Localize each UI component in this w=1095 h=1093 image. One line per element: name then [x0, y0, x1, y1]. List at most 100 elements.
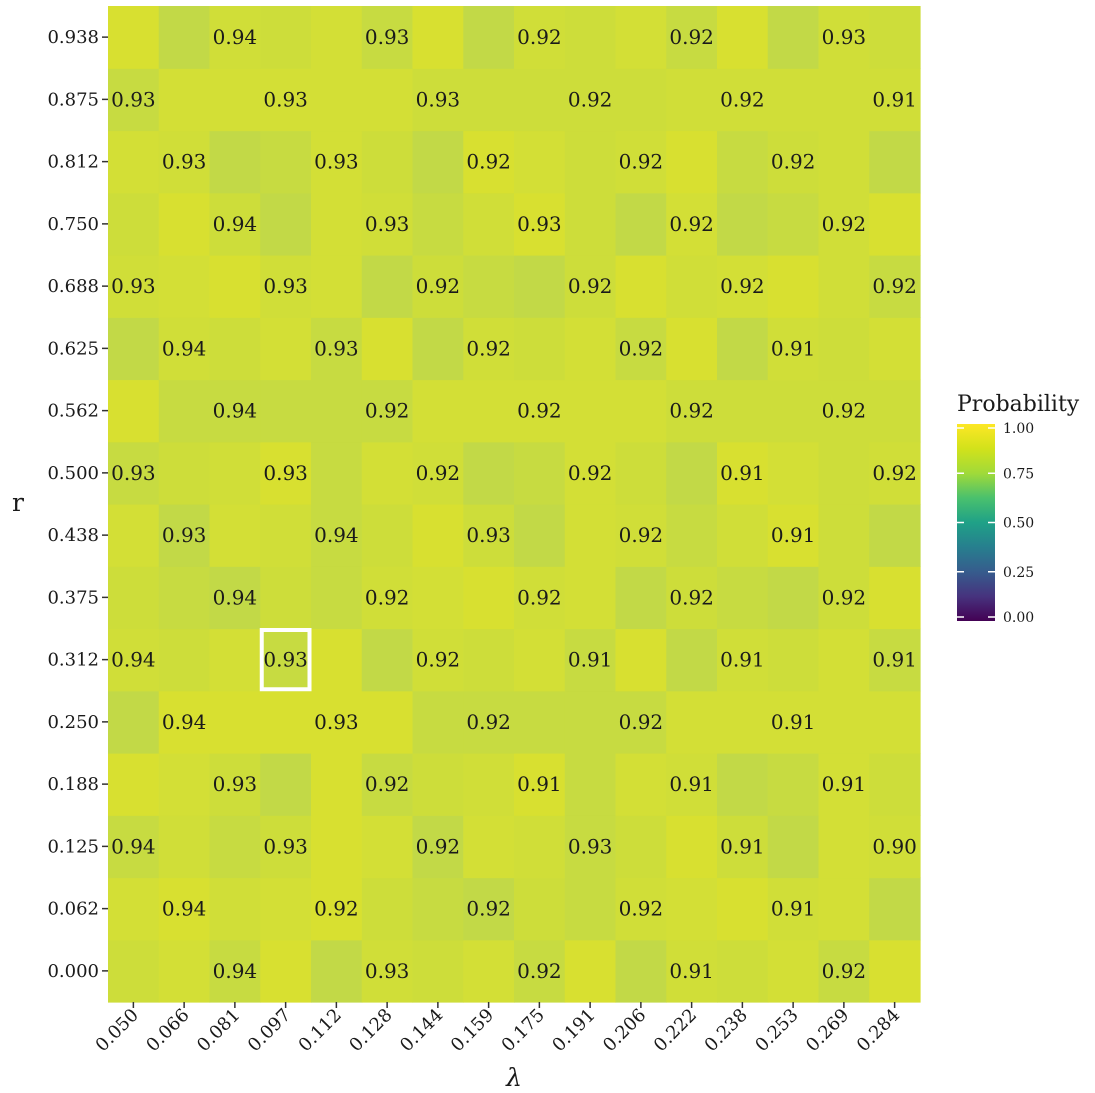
heatmap-cell: [514, 379, 566, 443]
heatmap-cell: [615, 628, 667, 692]
cell-value-label: 0.93: [517, 212, 562, 236]
heatmap-cell: [869, 379, 921, 443]
heatmap-cell: [209, 130, 261, 194]
heatmap-cell: [767, 130, 820, 194]
heatmap-cell: [564, 379, 617, 443]
heatmap-cell: [260, 690, 312, 754]
heatmap-cell: [514, 130, 566, 194]
heatmap-cell: [361, 379, 414, 443]
heatmap-cell: [666, 690, 718, 754]
heatmap-cell: [463, 255, 515, 318]
cell-value-label: 0.92: [416, 274, 461, 298]
heatmap-cell: [311, 939, 363, 1003]
heatmap-cell: [767, 6, 820, 69]
heatmap-cell: [514, 504, 566, 567]
heatmap-cell: [209, 6, 261, 69]
cell-value-label: 0.94: [111, 648, 156, 672]
cell-value-label: 0.92: [517, 585, 562, 609]
cell-value-label: 0.92: [822, 212, 867, 236]
cell-value-label: 0.91: [771, 710, 816, 734]
heatmap-cell: [108, 255, 160, 318]
y-tick-label: 0.750: [47, 214, 99, 235]
heatmap-cell: [514, 68, 566, 132]
heatmap-cell: [311, 379, 363, 443]
heatmap-cell: [869, 939, 921, 1003]
cell-labels: 0.94 0.93 0.92 0.92 0.93 0.93 0.93 0.93 0.92 0.92…: [111, 25, 917, 983]
cell-value-label: 0.92: [416, 648, 461, 672]
cell-value-label: 0.91: [669, 959, 714, 983]
heatmap-cell: [361, 628, 414, 692]
heatmap-cell: [666, 628, 718, 692]
heatmap-cell: [717, 753, 769, 816]
heatmap-cell: [564, 877, 617, 941]
heatmap-cell: [717, 192, 769, 256]
heatmap-cell: [818, 317, 870, 381]
heatmap-cell: [463, 68, 515, 132]
y-tick-label: 0.125: [47, 836, 99, 857]
heatmap-cell: [514, 877, 566, 941]
cell-value-label: 0.92: [619, 336, 664, 360]
legend-tick-label: 0.50: [1003, 516, 1034, 532]
cell-value-label: 0.92: [568, 461, 613, 485]
heatmap-cell: [158, 504, 211, 567]
cell-value-label: 0.92: [466, 710, 511, 734]
heatmap-cell: [108, 939, 160, 1003]
cell-value-label: 0.94: [213, 212, 258, 236]
heatmap-cell: [615, 815, 667, 879]
heatmap-cell: [818, 130, 870, 194]
heatmap-cell: [869, 255, 921, 318]
heatmap-cell: [412, 877, 464, 941]
heatmap-cell: [615, 6, 667, 69]
heatmap-cell: [564, 815, 617, 879]
heatmap-cell: [564, 255, 617, 318]
heatmap-cell: [463, 504, 515, 567]
heatmap-cell: [108, 877, 160, 941]
heatmap-cell: [158, 939, 211, 1003]
heatmap-cell: [564, 690, 617, 754]
cell-value-label: 0.92: [416, 834, 461, 858]
heatmap-cell: [412, 6, 464, 69]
cell-value-label: 0.93: [314, 336, 359, 360]
cell-value-label: 0.92: [872, 274, 917, 298]
cell-value-label: 0.92: [619, 710, 664, 734]
cell-value-label: 0.93: [314, 150, 359, 174]
heatmap-cell: [514, 566, 566, 630]
legend: Probability 0.00 0.25 0.50 0.75 1.00: [957, 392, 1080, 626]
cell-value-label: 0.92: [669, 399, 714, 423]
y-tick-label: 0.312: [47, 650, 99, 671]
heatmap-cell: [361, 441, 414, 505]
heatmap-cell: [717, 566, 769, 630]
heatmap-cell: [767, 441, 820, 505]
cell-value-label: 0.91: [669, 772, 714, 796]
y-tick-label: 0.625: [47, 338, 99, 359]
heatmap-cell: [818, 379, 870, 443]
heatmap-cell: [209, 255, 261, 318]
y-axis: 0.000 0.062 0.125 0.188 0.250 0.312 0.375 0.438…: [47, 27, 108, 982]
heatmap-cell: [717, 130, 769, 194]
heatmap-cell: [818, 753, 870, 816]
heatmap-cell: [209, 68, 261, 132]
cell-value-label: 0.92: [365, 772, 410, 796]
cell-value-label: 0.92: [872, 461, 917, 485]
cell-value-label: 0.92: [771, 150, 816, 174]
cell-value-label: 0.93: [263, 87, 308, 111]
heatmap-cell: [514, 192, 566, 256]
heatmap-cell: [869, 628, 921, 692]
heatmap-cell: [209, 504, 261, 567]
heatmap-cell: [615, 68, 667, 132]
heatmap-cell: [463, 317, 515, 381]
heatmap-cell: [158, 317, 211, 381]
y-tick-label: 0.000: [47, 961, 99, 982]
heatmap-cell: [818, 6, 870, 69]
heatmap-cell: [311, 68, 363, 132]
heatmap-cell: [108, 192, 160, 256]
cell-value-label: 0.90: [872, 834, 917, 858]
heatmap-cell: [108, 628, 160, 692]
cell-value-label: 0.93: [365, 212, 410, 236]
heatmap-cell: [514, 690, 566, 754]
cell-value-label: 0.92: [466, 336, 511, 360]
legend-tick-label: 1.00: [1003, 421, 1034, 437]
heatmap-cell: [311, 753, 363, 816]
heatmap-cell: [615, 753, 667, 816]
cell-value-label: 0.92: [619, 523, 664, 547]
